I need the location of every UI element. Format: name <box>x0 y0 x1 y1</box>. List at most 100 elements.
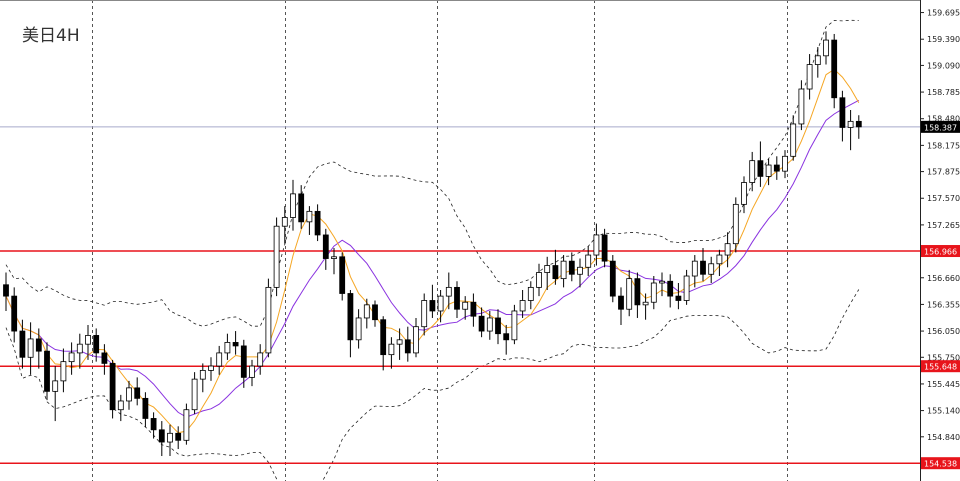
candles <box>3 31 862 457</box>
tick-label: 156.660 <box>927 274 960 283</box>
candle-body <box>421 300 428 328</box>
candle-body <box>724 243 731 256</box>
candle-body <box>593 234 600 256</box>
candle-body <box>290 193 296 218</box>
candle-body <box>85 335 91 345</box>
candle-body <box>601 234 608 262</box>
candle-body <box>782 155 788 172</box>
price-axis-labels: 159.695 159.390 159.090 158.785 158.480 158.1… <box>920 9 960 442</box>
candle-body <box>396 339 403 345</box>
lower-band <box>5 289 860 481</box>
candle-body <box>634 278 641 306</box>
price-axis <box>0 0 921 481</box>
level-tag-bg <box>921 457 960 470</box>
candle-body <box>281 217 288 227</box>
candle-body <box>158 429 165 443</box>
candle-body <box>60 361 67 382</box>
candle-body <box>19 330 26 358</box>
candle-body <box>126 387 132 402</box>
candle-body <box>298 193 305 223</box>
current-price-text: 158.387 <box>924 123 957 132</box>
candle-body <box>478 315 485 332</box>
tick-label: 155.445 <box>927 380 960 389</box>
candle-body <box>208 365 214 371</box>
upper-band <box>5 19 859 327</box>
chart-title: 美日4H <box>22 26 80 46</box>
candle-body <box>462 301 469 310</box>
candle-body <box>741 182 747 205</box>
candle-body <box>322 234 329 259</box>
candle-body <box>363 304 370 319</box>
candle-body <box>199 369 206 380</box>
candle-body <box>544 265 551 273</box>
candle-body <box>3 284 9 297</box>
candle-body <box>732 203 739 245</box>
candle-body <box>790 123 797 157</box>
candle-body <box>650 282 657 303</box>
candle-body <box>429 300 436 312</box>
candle-body <box>355 317 362 341</box>
candle-body <box>232 342 239 347</box>
candle-body <box>76 343 83 354</box>
level-tag-text: 156.966 <box>924 248 957 257</box>
candle-body <box>183 409 190 441</box>
candle-body <box>216 352 223 367</box>
tick-label: 155.750 <box>927 353 960 362</box>
candle-body <box>175 432 182 441</box>
candle-body <box>445 286 452 297</box>
tick-label: 156.050 <box>927 327 960 336</box>
candle-body <box>240 345 247 378</box>
candle-body <box>708 263 715 275</box>
candle-body <box>142 397 149 419</box>
candle-body <box>11 295 18 332</box>
candle-body <box>716 254 723 265</box>
candle-body <box>568 260 575 275</box>
candle-body <box>486 317 493 332</box>
candle-body <box>831 39 838 99</box>
bollinger-bands <box>5 19 860 481</box>
candle-body <box>68 352 75 363</box>
tick-label: 157.875 <box>927 168 960 177</box>
tick-label: 157.570 <box>927 194 960 203</box>
candle-body <box>700 260 706 275</box>
candle-body <box>224 342 231 354</box>
current-price-tag <box>921 120 960 133</box>
candle-body <box>347 293 354 341</box>
candle-body <box>773 164 780 172</box>
horizontal-levels <box>0 250 920 464</box>
candle-body <box>150 418 157 431</box>
candle-body <box>839 97 846 128</box>
candle-body <box>93 335 100 354</box>
candle-body <box>806 64 813 90</box>
level-tag-bg <box>921 360 960 373</box>
level-tag-bg <box>921 245 960 258</box>
candle-body <box>691 260 698 277</box>
candle-body <box>331 256 337 259</box>
candle-body <box>167 432 173 443</box>
candle-body <box>35 338 42 352</box>
candle-body <box>454 286 460 310</box>
candle-body <box>101 352 108 364</box>
tick-label: 157.265 <box>927 221 960 230</box>
candle-body <box>560 260 567 280</box>
candle-body <box>265 286 272 354</box>
candle-body <box>511 310 518 341</box>
candle-body <box>273 225 280 288</box>
candle-body <box>503 333 510 341</box>
candle-body <box>618 295 624 310</box>
candle-body <box>659 280 665 284</box>
candle-body <box>552 265 559 280</box>
level-tag-text: 155.648 <box>924 363 957 372</box>
candle-body <box>749 160 756 183</box>
tick-label: 155.140 <box>927 407 960 416</box>
candle-body <box>257 352 264 367</box>
candle-body <box>683 275 690 301</box>
candle-body <box>52 380 59 392</box>
candle-body <box>527 286 534 301</box>
tick-label: 159.390 <box>927 35 960 44</box>
candle-body <box>109 363 116 411</box>
candle-body <box>536 272 542 288</box>
candle-body <box>757 160 764 177</box>
